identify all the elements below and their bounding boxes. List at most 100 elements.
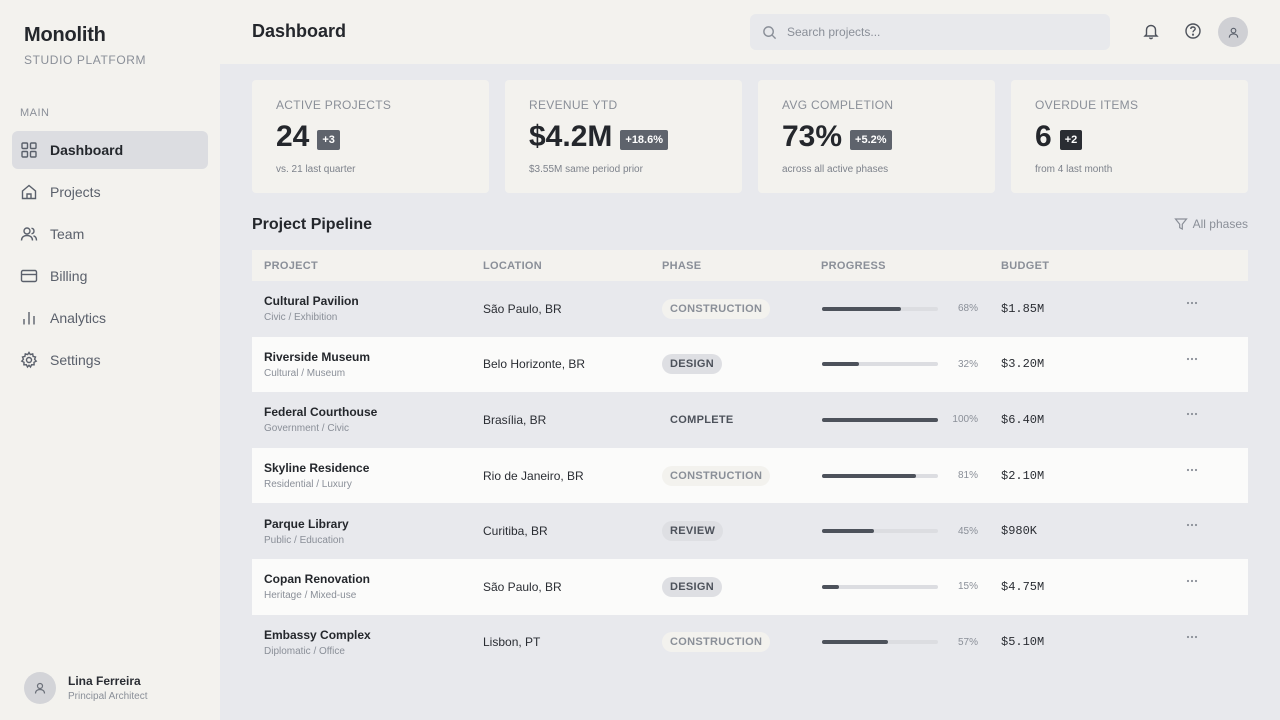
sidebar-item-dashboard[interactable]: Dashboard	[12, 131, 208, 169]
user-role: Principal Architect	[68, 691, 148, 702]
stat-card-overdue-items: OVERDUE ITEMS 6 +2 from 4 last month	[1011, 80, 1248, 193]
progress-percent: 32%	[957, 358, 978, 370]
phase-badge: REVIEW	[662, 521, 724, 542]
sidebar-item-projects[interactable]: Projects	[12, 173, 208, 211]
brand: Monolith STUDIO PLATFORM	[24, 24, 146, 67]
table-row[interactable]: Cultural Pavilion Civic / Exhibition São P…	[252, 281, 1248, 337]
progress-bar	[822, 640, 938, 645]
budget-cell: $3.20M	[1001, 337, 1044, 393]
project-location: Rio de Janeiro, BR	[483, 468, 584, 483]
progress-bar	[822, 362, 938, 367]
main-content: ACTIVE PROJECTS 24 +3 vs. 21 last quarte…	[220, 64, 1280, 720]
stat-subtext: vs. 21 last quarter	[276, 164, 356, 175]
stat-delta-badge: +18.6%	[620, 130, 669, 150]
progress-bar-fill	[822, 640, 889, 645]
project-name[interactable]: Cultural Pavilion	[264, 294, 359, 309]
budget-cell: $1.85M	[1001, 281, 1044, 337]
progress-bar-fill	[822, 473, 916, 478]
table-row[interactable]: Riverside Museum Cultural / Museum Belo Ho…	[252, 336, 1248, 393]
phase-badge: CONSTRUCTION	[662, 465, 771, 486]
sidebar-item-label: Analytics	[50, 310, 107, 326]
column-header-progress[interactable]: PROGRESS	[821, 259, 886, 272]
brand-name: Monolith	[24, 24, 106, 46]
project-location: Curitiba, BR	[483, 524, 548, 539]
more-actions-icon[interactable]	[1182, 515, 1202, 535]
project-type: Residential / Luxury	[264, 479, 352, 491]
sidebar-item-settings[interactable]: Settings	[12, 341, 208, 379]
project-cell: Cultural Pavilion Civic / Exhibition	[264, 281, 359, 337]
sidebar-item-label: Dashboard	[50, 142, 124, 158]
progress-percent: 57%	[957, 636, 978, 648]
project-type: Government / Civic	[264, 423, 350, 435]
more-actions-icon[interactable]	[1182, 460, 1202, 480]
sidebar: Monolith STUDIO PLATFORM MAIN Dashboard …	[0, 0, 220, 720]
more-actions-icon[interactable]	[1182, 293, 1202, 313]
search-box[interactable]	[750, 14, 1110, 50]
phase-cell: CONSTRUCTION	[662, 615, 771, 671]
stat-card-revenue-ytd: REVENUE YTD $4.2M +18.6% $3.55M same per…	[505, 80, 742, 193]
users-icon	[20, 225, 38, 243]
column-header-phase[interactable]: PHASE	[662, 259, 702, 272]
sidebar-item-label: Billing	[50, 268, 88, 284]
stat-subtext: across all active phases	[782, 164, 889, 175]
location-cell: São Paulo, BR	[483, 559, 562, 615]
help-icon[interactable]	[1184, 22, 1202, 40]
project-cell: Parque Library Public / Education	[264, 503, 349, 559]
progress-bar-fill	[822, 417, 938, 422]
progress-bar	[822, 417, 938, 422]
sidebar-item-team[interactable]: Team	[12, 215, 208, 253]
table-row[interactable]: Federal Courthouse Government / Civic Bras…	[252, 392, 1248, 448]
bar-chart-icon	[20, 309, 38, 327]
sidebar-item-analytics[interactable]: Analytics	[12, 299, 208, 337]
progress-bar-fill	[822, 362, 860, 367]
user-profile[interactable]: Lina Ferreira Principal Architect	[24, 672, 147, 704]
budget-cell: $2.10M	[1001, 448, 1044, 504]
user-name: Lina Ferreira	[68, 674, 141, 688]
bell-icon[interactable]	[1142, 22, 1160, 40]
avatar[interactable]	[1218, 17, 1248, 47]
top-bar: Dashboard	[220, 0, 1280, 64]
progress-bar	[822, 473, 938, 478]
stat-delta-badge: +2	[1059, 130, 1083, 150]
stat-subtext: $3.55M same period prior	[529, 164, 643, 175]
location-cell: Curitiba, BR	[483, 503, 548, 559]
project-location: São Paulo, BR	[483, 579, 562, 594]
project-name[interactable]: Riverside Museum	[264, 349, 371, 364]
column-header-location[interactable]: LOCATION	[483, 259, 543, 272]
progress-cell: 100%	[822, 392, 978, 448]
budget-cell: $4.75M	[1001, 559, 1044, 615]
project-name[interactable]: Federal Courthouse	[264, 405, 378, 420]
project-budget: $6.40M	[1001, 412, 1045, 427]
table-row[interactable]: Skyline Residence Residential / Luxury Rio…	[252, 447, 1248, 504]
more-actions-icon[interactable]	[1182, 404, 1202, 424]
project-name[interactable]: Skyline Residence	[264, 461, 370, 476]
project-pipeline-table: PROJECT LOCATION PHASE PROGRESS BUDGET C…	[252, 250, 1248, 670]
table-row[interactable]: Parque Library Public / Education Curitiba…	[252, 503, 1248, 559]
column-header-budget[interactable]: BUDGET	[1001, 259, 1050, 272]
stat-card-avg-completion: AVG COMPLETION 73% +5.2% across all acti…	[758, 80, 995, 193]
progress-bar	[822, 584, 938, 589]
phase-cell: DESIGN	[662, 337, 722, 393]
progress-percent: 45%	[957, 525, 978, 537]
phase-cell: REVIEW	[662, 503, 724, 559]
search-input[interactable]	[787, 25, 1087, 39]
sidebar-item-label: Projects	[50, 184, 101, 200]
more-actions-icon[interactable]	[1182, 349, 1202, 369]
progress-percent: 15%	[957, 581, 978, 593]
more-actions-icon[interactable]	[1182, 627, 1202, 647]
project-name[interactable]: Parque Library	[264, 516, 349, 531]
stat-value: $4.2M	[529, 120, 613, 153]
project-name[interactable]: Copan Renovation	[264, 572, 371, 587]
user-icon	[1228, 27, 1238, 38]
stat-card-active-projects: ACTIVE PROJECTS 24 +3 vs. 21 last quarte…	[252, 80, 489, 193]
project-name[interactable]: Embassy Complex	[264, 627, 371, 642]
filter-icon	[1173, 218, 1188, 231]
sidebar-item-billing[interactable]: Billing	[12, 257, 208, 295]
table-header: PROJECT LOCATION PHASE PROGRESS BUDGET	[252, 250, 1248, 281]
table-row[interactable]: Copan Renovation Heritage / Mixed-use São …	[252, 558, 1248, 615]
column-header-project[interactable]: PROJECT	[264, 259, 319, 272]
stat-label: OVERDUE ITEMS	[1035, 98, 1139, 112]
more-actions-icon[interactable]	[1182, 571, 1202, 591]
table-row[interactable]: Embassy Complex Diplomatic / Office Lisbon…	[252, 615, 1248, 671]
phase-filter-button[interactable]: All phases	[1173, 217, 1248, 231]
